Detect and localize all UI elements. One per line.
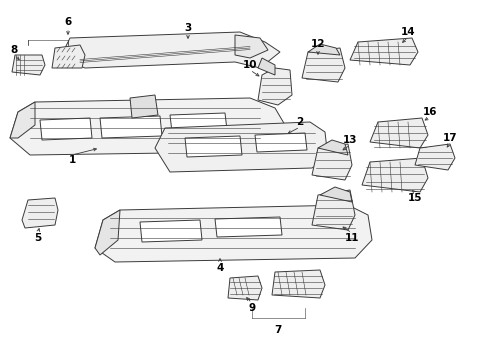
Text: 15: 15 bbox=[407, 193, 421, 203]
Text: 12: 12 bbox=[310, 39, 325, 49]
Polygon shape bbox=[317, 140, 347, 155]
Polygon shape bbox=[215, 217, 282, 237]
Polygon shape bbox=[155, 122, 327, 172]
Polygon shape bbox=[95, 210, 120, 255]
Polygon shape bbox=[52, 45, 85, 68]
Text: 10: 10 bbox=[242, 60, 257, 70]
Polygon shape bbox=[184, 136, 242, 157]
Text: 7: 7 bbox=[274, 325, 281, 335]
Text: 14: 14 bbox=[400, 27, 414, 37]
Polygon shape bbox=[10, 98, 285, 155]
Polygon shape bbox=[307, 44, 339, 55]
Polygon shape bbox=[414, 144, 454, 170]
Polygon shape bbox=[12, 55, 45, 75]
Text: 4: 4 bbox=[216, 263, 223, 273]
Polygon shape bbox=[235, 35, 267, 58]
Text: 17: 17 bbox=[442, 133, 456, 143]
Polygon shape bbox=[60, 32, 280, 68]
Polygon shape bbox=[100, 116, 162, 138]
Polygon shape bbox=[130, 95, 158, 118]
Polygon shape bbox=[40, 118, 92, 140]
Polygon shape bbox=[170, 113, 226, 132]
Polygon shape bbox=[10, 102, 35, 138]
Polygon shape bbox=[140, 220, 202, 242]
Polygon shape bbox=[258, 68, 291, 105]
Polygon shape bbox=[227, 276, 262, 300]
Text: 9: 9 bbox=[248, 303, 255, 313]
Polygon shape bbox=[258, 58, 274, 75]
Polygon shape bbox=[311, 190, 354, 230]
Text: 8: 8 bbox=[10, 45, 18, 55]
Polygon shape bbox=[22, 198, 58, 228]
Text: 5: 5 bbox=[34, 233, 41, 243]
Text: 16: 16 bbox=[422, 107, 436, 117]
Polygon shape bbox=[369, 118, 427, 148]
Text: 1: 1 bbox=[68, 155, 76, 165]
Polygon shape bbox=[361, 158, 427, 192]
Polygon shape bbox=[271, 270, 325, 298]
Text: 11: 11 bbox=[344, 233, 359, 243]
Polygon shape bbox=[302, 48, 345, 82]
Text: 13: 13 bbox=[342, 135, 357, 145]
Polygon shape bbox=[254, 133, 306, 152]
Text: 2: 2 bbox=[296, 117, 303, 127]
Polygon shape bbox=[311, 144, 351, 180]
Polygon shape bbox=[95, 205, 371, 262]
Text: 3: 3 bbox=[184, 23, 191, 33]
Text: 6: 6 bbox=[64, 17, 71, 27]
Polygon shape bbox=[349, 38, 417, 65]
Polygon shape bbox=[319, 187, 351, 202]
